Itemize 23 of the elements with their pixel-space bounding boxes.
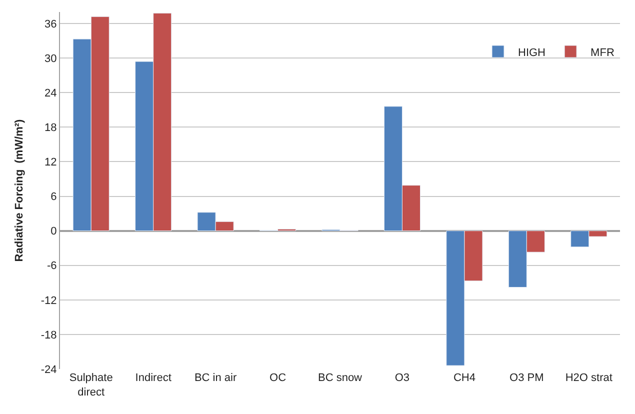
y-tick-label: 0 — [50, 226, 57, 238]
legend-label: MFR — [590, 46, 614, 59]
y-tick-label: 6 — [50, 191, 57, 204]
y-axis-title: Radiative Forcing (mW/m²) — [14, 118, 26, 262]
y-tick-label: -12 — [40, 294, 57, 307]
y-tick-label: 36 — [44, 18, 57, 30]
x-tick-label: H2O strat — [565, 372, 612, 384]
x-tick-label: BC snow — [318, 372, 362, 384]
legend-label: HIGH — [518, 46, 546, 59]
x-tick-label: Sulphate direct — [69, 372, 113, 398]
y-tick-label: -24 — [40, 364, 57, 376]
y-tick-label: 24 — [44, 87, 57, 100]
y-tick-label: -6 — [47, 260, 57, 272]
x-tick-label: CH4 — [453, 372, 476, 384]
y-tick-label: 30 — [44, 52, 57, 65]
y-tick-label: -18 — [40, 329, 57, 342]
y-tick-label: 12 — [44, 156, 57, 169]
x-tick-label: O3 PM — [510, 372, 544, 384]
x-tick-label: Indirect — [135, 372, 172, 384]
x-tick-label: O3 — [394, 372, 410, 384]
x-tick-label: BC in air — [194, 372, 237, 384]
y-tick-label: 18 — [44, 122, 57, 134]
x-tick-label: OC — [270, 372, 286, 384]
